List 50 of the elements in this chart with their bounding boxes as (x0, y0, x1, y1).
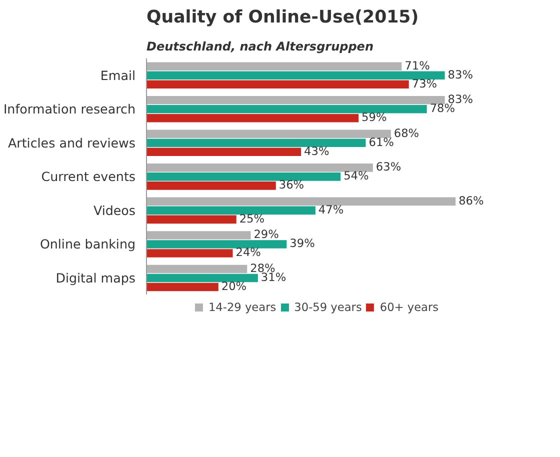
bar (146, 138, 366, 148)
data-label: 61% (368, 134, 394, 149)
data-label: 63% (376, 160, 402, 174)
data-label: 54% (344, 168, 369, 183)
y-tick-label: Current events (41, 169, 136, 184)
bar (146, 80, 409, 89)
legend-label: 60+ years (380, 300, 439, 314)
data-label: 59% (362, 110, 387, 124)
bar (146, 172, 341, 181)
y-tick-label: Articles and reviews (8, 135, 136, 150)
bar (146, 197, 456, 206)
data-label: 20% (221, 278, 247, 293)
data-label: 47% (318, 202, 344, 216)
y-tick-label: Digital maps (56, 270, 136, 286)
bar (146, 264, 248, 274)
data-label: 73% (412, 76, 438, 90)
bar (146, 130, 391, 138)
y-tick-label: Email (100, 68, 136, 83)
data-label: 29% (254, 227, 280, 242)
legend-label: 30-59 years (294, 300, 362, 314)
chart-title: Quality of Online-Use(2015) (146, 8, 419, 28)
bar (146, 182, 276, 190)
bar (146, 240, 287, 248)
bar (146, 164, 373, 172)
data-label: 86% (458, 193, 484, 208)
bar (146, 274, 258, 282)
bar (146, 105, 427, 114)
data-label: 68% (394, 126, 420, 140)
bar (146, 62, 402, 71)
bar (146, 96, 445, 104)
data-label: 25% (239, 211, 265, 226)
y-tick-label: Information research (3, 102, 136, 117)
data-label: 39% (290, 236, 316, 250)
bar (146, 249, 233, 258)
bar (146, 215, 236, 224)
chart-subtitle: Deutschland, nach Altersgruppen (146, 40, 374, 54)
bar (146, 231, 251, 240)
bar (146, 71, 445, 80)
data-label: 83% (448, 67, 474, 82)
data-label: 36% (278, 178, 304, 192)
y-tick-label: Online banking (40, 236, 136, 252)
bar (146, 282, 218, 292)
data-label: 71% (404, 58, 430, 72)
bar (146, 206, 316, 215)
legend-label: 14-29 years (208, 300, 276, 314)
y-tick-label: Videos (93, 202, 136, 218)
data-label: 24% (236, 245, 262, 260)
bar (146, 114, 359, 122)
data-label: 43% (304, 144, 330, 158)
bar (146, 148, 302, 156)
